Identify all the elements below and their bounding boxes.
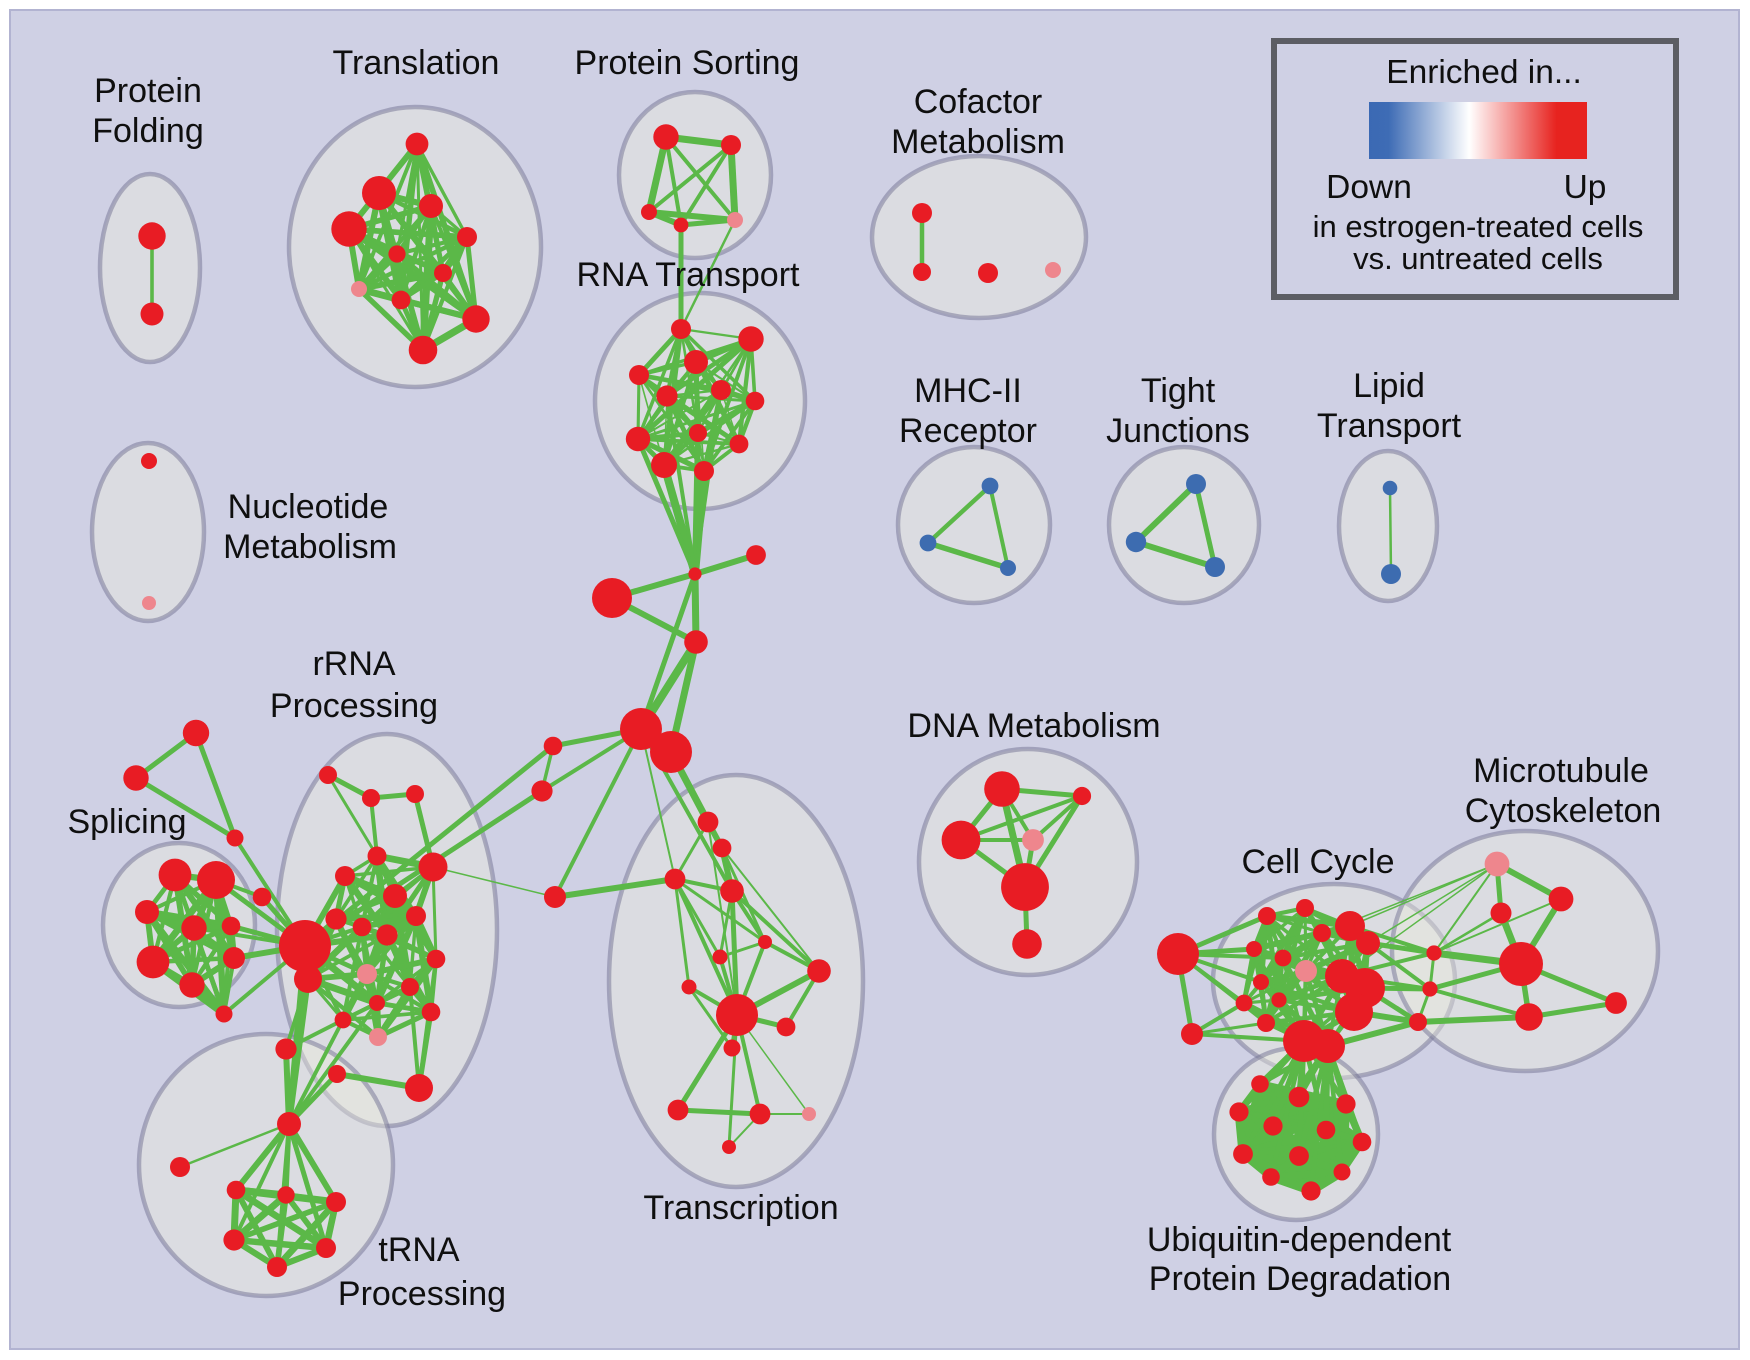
svg-text:Microtubule: Microtubule: [1473, 752, 1649, 790]
svg-text:Cofactor: Cofactor: [914, 83, 1043, 121]
svg-text:Cell Cycle: Cell Cycle: [1241, 843, 1394, 881]
svg-text:Ubiquitin-dependent: Ubiquitin-dependent: [1147, 1221, 1452, 1259]
svg-text:Protein Degradation: Protein Degradation: [1149, 1260, 1451, 1298]
svg-text:Metabolism: Metabolism: [891, 123, 1065, 161]
svg-text:vs. untreated cells: vs. untreated cells: [1353, 241, 1603, 276]
svg-text:Translation: Translation: [333, 44, 500, 82]
svg-text:Splicing: Splicing: [67, 803, 186, 841]
svg-text:Metabolism: Metabolism: [223, 528, 397, 566]
svg-text:Lipid: Lipid: [1353, 367, 1425, 405]
svg-text:Receptor: Receptor: [899, 412, 1037, 450]
svg-text:Down: Down: [1326, 169, 1412, 206]
svg-text:Transport: Transport: [1317, 407, 1462, 445]
svg-text:MHC-II: MHC-II: [914, 372, 1022, 410]
svg-text:Tight: Tight: [1141, 372, 1216, 410]
svg-text:Processing: Processing: [338, 1275, 506, 1313]
svg-text:RNA Transport: RNA Transport: [577, 256, 801, 294]
svg-text:Folding: Folding: [92, 112, 204, 150]
svg-text:Protein Sorting: Protein Sorting: [575, 44, 800, 82]
svg-text:Enriched in...: Enriched in...: [1386, 54, 1582, 91]
svg-text:Junctions: Junctions: [1106, 412, 1250, 450]
svg-text:Up: Up: [1564, 169, 1607, 206]
svg-text:rRNA: rRNA: [312, 645, 395, 683]
svg-text:Nucleotide: Nucleotide: [228, 488, 389, 526]
svg-text:Processing: Processing: [270, 687, 438, 725]
svg-text:tRNA: tRNA: [378, 1231, 460, 1269]
svg-text:DNA Metabolism: DNA Metabolism: [907, 707, 1160, 745]
svg-text:in estrogen-treated cells: in estrogen-treated cells: [1313, 209, 1644, 244]
svg-text:Transcription: Transcription: [643, 1189, 838, 1227]
svg-text:Protein: Protein: [94, 72, 202, 110]
svg-text:Cytoskeleton: Cytoskeleton: [1465, 792, 1662, 830]
